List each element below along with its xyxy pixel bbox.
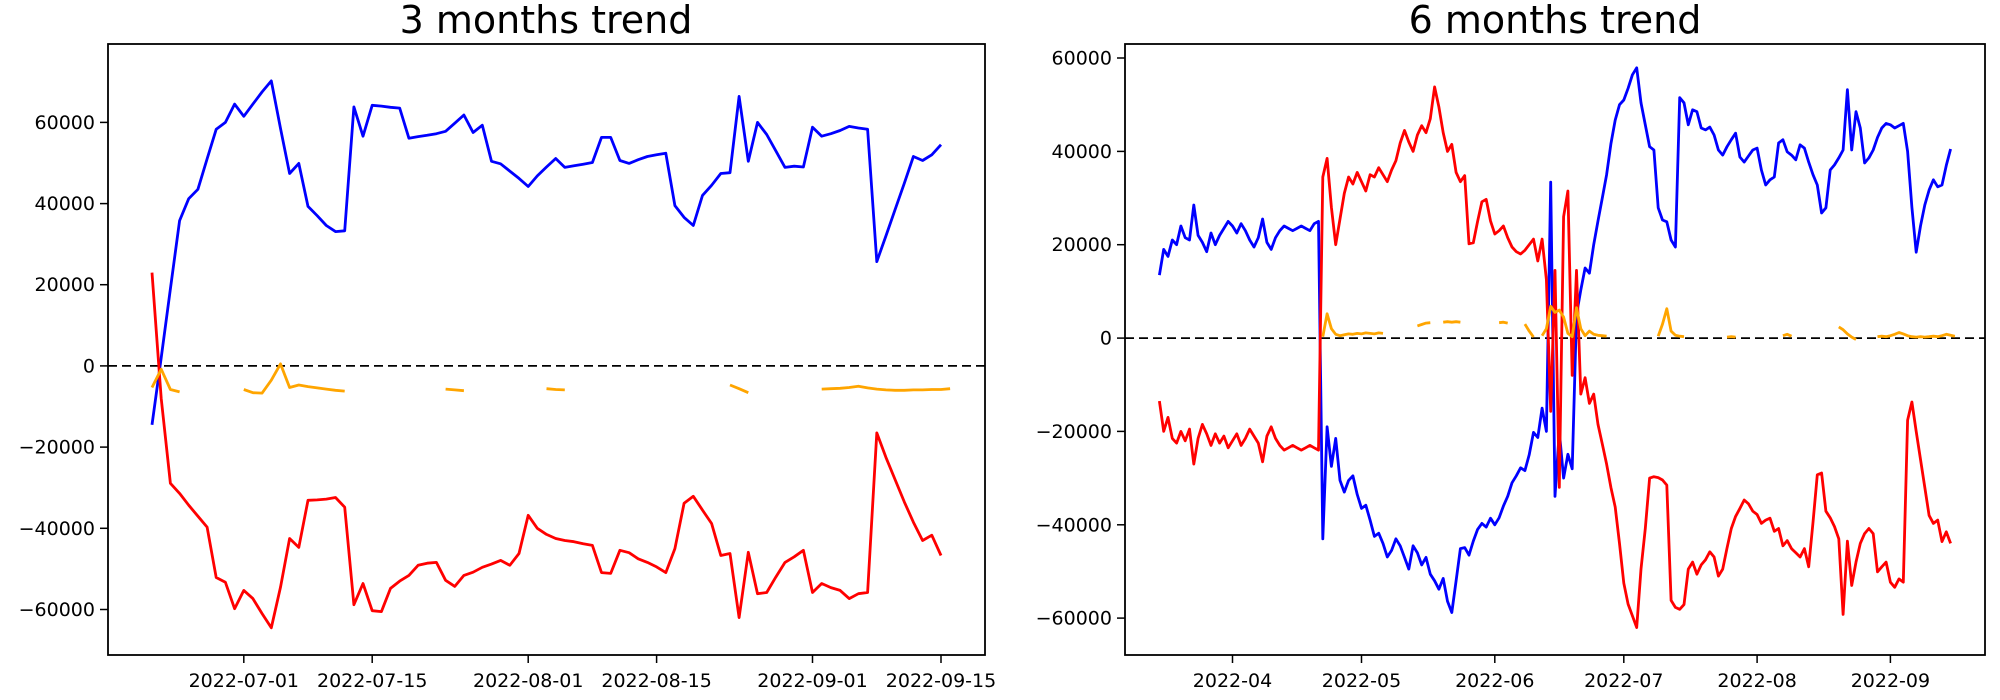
y-tick-label: 40000 <box>35 193 95 215</box>
x-tick-label: 2022-07-01 <box>189 670 299 692</box>
x-tick-label: 2022-04 <box>1193 670 1272 692</box>
x-tick-label: 2022-08 <box>1717 670 1796 692</box>
y-tick-label: 60000 <box>35 112 95 134</box>
y-tick-label: 20000 <box>35 274 95 296</box>
axes-border <box>1124 43 1986 656</box>
x-tick-label: 2022-06 <box>1455 670 1534 692</box>
y-tick-label: −40000 <box>19 518 95 540</box>
y-tick-label: 40000 <box>1052 141 1112 163</box>
chart-6-months: −60000 −40000 −20000 0 20000 40000 60000 2022-0… <box>1036 43 1986 692</box>
chart-3-months: −60000 −40000 −20000 0 20000 40000 60000 2022-0… <box>19 43 996 692</box>
x-tick-label: 2022-09 <box>1851 670 1930 692</box>
x-tick-label: 2022-09-15 <box>886 670 996 692</box>
series-red <box>150 272 943 630</box>
x-tick-label: 2022-08-15 <box>601 670 711 692</box>
y-tick-label: −20000 <box>1036 421 1112 443</box>
y-tick-label: −60000 <box>1036 608 1112 630</box>
y-tick-label: 0 <box>1100 328 1112 350</box>
series-blue <box>150 79 943 425</box>
y-tick-label: −20000 <box>19 437 95 459</box>
y-tick-label: 20000 <box>1052 234 1112 256</box>
chart-title-6-months: 6 months trend <box>1409 0 1702 42</box>
x-tick-label: 2022-07 <box>1584 670 1663 692</box>
x-tick-label: 2022-09-01 <box>757 670 867 692</box>
series-orange <box>1321 304 1956 341</box>
x-tick-label: 2022-05 <box>1322 670 1401 692</box>
x-tick-label: 2022-08-01 <box>473 670 583 692</box>
chart-title-3-months: 3 months trend <box>400 0 693 42</box>
series-red <box>1158 85 1952 629</box>
series-blue <box>1158 66 1952 614</box>
y-tick-label: −60000 <box>19 599 95 621</box>
y-tick-label: 0 <box>83 355 95 377</box>
series-orange <box>150 362 951 395</box>
y-tick-label: −40000 <box>1036 514 1112 536</box>
axes-border <box>107 43 986 656</box>
x-tick-label: 2022-07-15 <box>317 670 427 692</box>
y-tick-label: 60000 <box>1052 48 1112 70</box>
